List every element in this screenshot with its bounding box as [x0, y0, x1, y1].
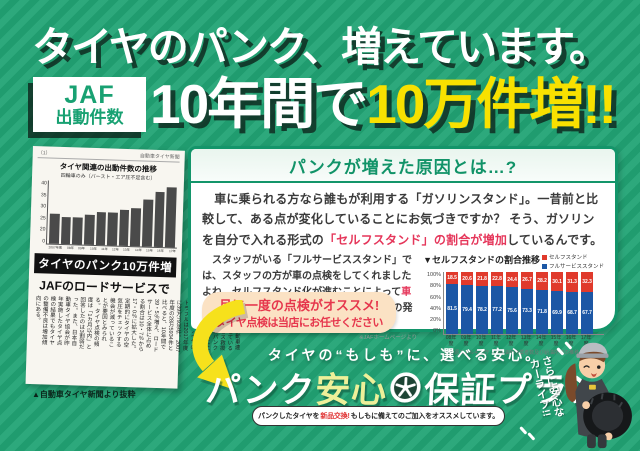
stacked-bar: 22.8 77.2: [491, 272, 504, 335]
stacked-bar: 32.3 67.7: [581, 272, 594, 335]
stacked-bar: 20.6 79.4: [461, 272, 474, 335]
newspaper-headline: JAFのロードサービスで: [39, 278, 171, 297]
selfstand-chart-source: ※資源エネルギー庁「揮発油販売業者数及び給油所数の推移」より抜粋: [444, 349, 604, 356]
plan-logo: パンク 安心 保証プラン: [194, 362, 617, 413]
bar: [165, 186, 177, 248]
jaf-chart: 40 35 30 25 20 0: [35, 180, 179, 249]
pill-text-highlight: 新品交換!: [320, 413, 350, 420]
selfstand-chart-xlabels: 08年度 09年度 10年度 11年度 12年度 13年度 14年度 15年度 16年度 17年度: [445, 335, 592, 347]
subtitle-increase: 10万件増!!: [366, 73, 617, 135]
stacked-bar: 24.4 75.6: [506, 272, 519, 335]
selfstand-chart-legend: セルフスタンド フルサービススタンド: [541, 253, 604, 271]
sub-title: 10年間で10万件増!!: [150, 59, 617, 139]
stacked-bar: 26.7 73.3: [521, 272, 534, 335]
cause-panel-header: パンクが増えた原因とは…?: [191, 149, 615, 183]
catchphrase: タイヤの“もしも”に、選べる安心。: [267, 347, 543, 363]
legend-label-self: セルフスタンド: [548, 255, 588, 262]
badge-dispatch-label: 出動件数: [55, 107, 124, 127]
jaf-dispatch-badge: JAF 出動件数: [33, 77, 146, 132]
paragraph-2-source: ※JAFホームページより: [359, 335, 418, 342]
badge-jaf-label: JAF: [64, 81, 115, 110]
bar: [60, 216, 72, 245]
legend-swatch-red: [541, 254, 547, 260]
selfstand-chart: ▼セルフスタンドの割合推移 セルフスタンド フルサービススタンド: [417, 253, 604, 356]
bar: [95, 212, 107, 246]
pill-text-pre: パンクしたタイヤを: [257, 413, 320, 420]
masthead-page-number: （1）: [37, 150, 51, 157]
recommend-line-1: 月に一度の点検がオススメ!: [218, 298, 380, 313]
legend-label-full: フルサービススタンド: [548, 264, 604, 271]
bar: [142, 199, 154, 247]
main-title: タイヤのパンク、増えています。: [32, 24, 610, 70]
stacked-bar: 30.1 69.9: [551, 272, 564, 335]
selfstand-chart-bars: 18.5 81.5 20.6 79.4 21.8 78.2 22.8 77.2 24.4 75.6…: [443, 272, 604, 336]
emphasis-mark: [527, 432, 536, 441]
bar: [118, 210, 130, 247]
pill-text-post: もしもに備えてのご加入をオススメしています。: [350, 413, 500, 420]
masthead-paper-name: 自動車タイヤ新聞: [139, 153, 180, 161]
bar: [83, 214, 95, 245]
paragraph-1-highlight: 「セルフスタンド」の割合が増加: [324, 232, 508, 247]
stacked-bar: 18.5 81.5: [446, 272, 459, 335]
bar: [130, 207, 142, 247]
bar: [72, 216, 83, 245]
bar: [48, 213, 60, 244]
plan-description-pill: パンクしたタイヤを 新品交換! もしもに備えてのご加入をオススメしています。: [252, 406, 505, 426]
mechanic-mascot: [565, 342, 632, 449]
selfstand-chart-title: ▼セルフスタンドの割合推移: [423, 255, 540, 266]
bar: [107, 212, 118, 246]
newspaper-caption: ▲自動車タイヤ新聞より抜粋: [32, 390, 136, 399]
paragraph-1-text: 車に乗られる方なら誰もが利用する「ガソリンスタンド」。一昔前と比較して、ある点が…: [202, 192, 599, 247]
jaf-chart-bars: [45, 180, 179, 249]
newspaper-clipping: （1） 自動車タイヤ新聞 タイヤ関連の出動件数の推移 四輪車のみ（バースト・エア…: [25, 146, 241, 389]
legend-item-self: セルフスタンド: [541, 253, 604, 262]
paragraph-1-tail: しているんです。: [507, 232, 603, 247]
recommend-line-2: タイヤ点検は当店にお任せください: [215, 317, 383, 329]
stacked-bar: 21.8 78.2: [476, 272, 489, 335]
legend-item-full: フルサービススタンド: [541, 262, 604, 271]
subtitle-duration: 10年間で: [150, 73, 368, 135]
legend-swatch-blue: [541, 263, 547, 269]
yellow-arrow-icon: [192, 300, 249, 394]
newspaper-banner: タイヤのパンク10万件増: [34, 253, 177, 278]
stacked-bar: 31.3 68.7: [566, 272, 579, 335]
paragraph-1: 車に乗られる方なら誰もが利用する「ガソリンスタンド」。一昔前と比較して、ある点が…: [202, 189, 604, 250]
selfstand-chart-ylabels: 100% 80% 60% 40% 20% 0%: [426, 272, 442, 335]
bar: [153, 192, 166, 248]
emphasis-mark: [519, 426, 528, 435]
tire-wheel-icon: [390, 372, 422, 403]
stacked-bar: 28.2 71.8: [536, 272, 549, 335]
cause-panel-title: パンクが増えた原因とは…?: [288, 157, 518, 177]
